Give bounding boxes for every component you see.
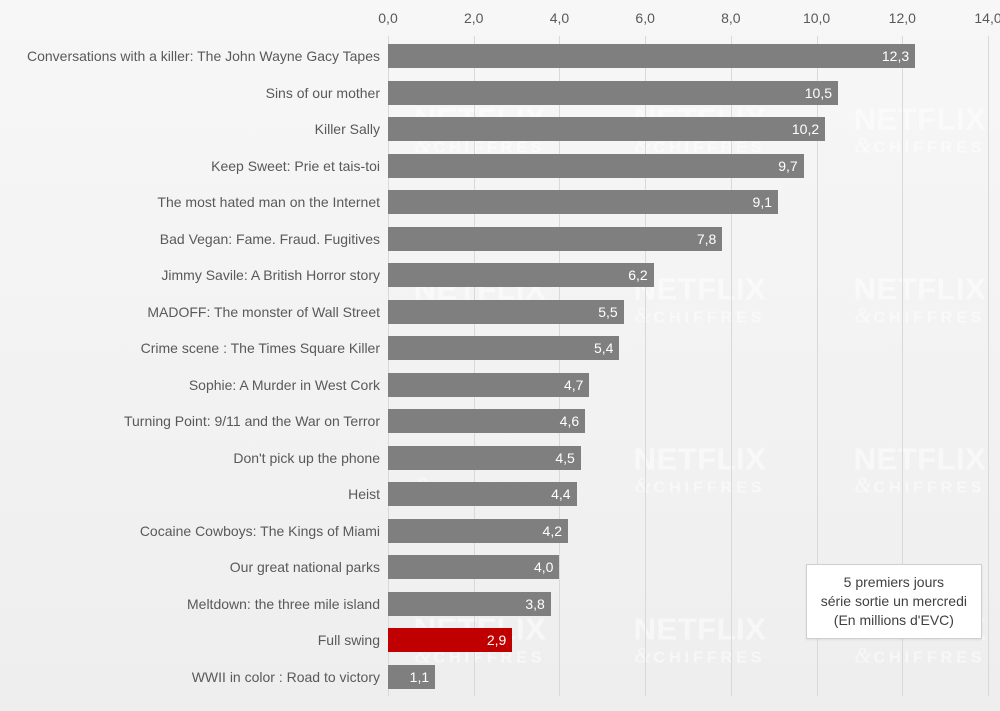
bar: 6,2 [388, 263, 654, 287]
y-axis-category-label: Jimmy Savile: A British Horror story [161, 267, 388, 283]
bar-value-label: 9,1 [753, 194, 772, 210]
bar: 3,8 [388, 592, 551, 616]
y-axis-category-label: Crime scene : The Times Square Killer [141, 340, 388, 356]
bar-value-label: 12,3 [882, 48, 909, 64]
note-box: 5 premiers jours série sortie un mercred… [806, 564, 982, 639]
bar: 12,3 [388, 44, 915, 68]
bar: 4,7 [388, 373, 589, 397]
bar-row: WWII in color : Road to victory1,1 [388, 665, 988, 689]
x-tick-label: 6,0 [635, 10, 654, 26]
bar-row: Killer Sally10,2 [388, 117, 988, 141]
bar: 10,5 [388, 81, 838, 105]
y-axis-category-label: Don't pick up the phone [233, 450, 388, 466]
bar: 5,5 [388, 300, 624, 324]
bar: 4,2 [388, 519, 568, 543]
note-line: (En millions d'EVC) [821, 611, 967, 630]
y-axis-category-label: Turning Point: 9/11 and the War on Terro… [124, 413, 388, 429]
y-axis-category-label: Cocaine Cowboys: The Kings of Miami [140, 523, 388, 539]
bar-value-label: 5,5 [598, 304, 617, 320]
x-tick-label: 12,0 [889, 10, 916, 26]
y-axis-category-label: MADOFF: The monster of Wall Street [147, 304, 388, 320]
bar-row: Keep Sweet: Prie et tais-toi9,7 [388, 154, 988, 178]
x-tick-label: 2,0 [464, 10, 483, 26]
bar-value-label: 4,0 [534, 559, 553, 575]
y-axis-category-label: Meltdown: the three mile island [187, 596, 388, 612]
bar-row: Sophie: A Murder in West Cork4,7 [388, 373, 988, 397]
y-axis-category-label: Bad Vegan: Fame. Fraud. Fugitives [160, 231, 388, 247]
y-axis-category-label: Conversations with a killer: The John Wa… [27, 48, 388, 64]
bar-value-label: 5,4 [594, 340, 613, 356]
bar-highlight: 2,9 [388, 628, 512, 652]
bar-value-label: 7,8 [697, 231, 716, 247]
x-tick-label: 10,0 [803, 10, 830, 26]
bar-value-label: 4,6 [560, 413, 579, 429]
bar: 9,7 [388, 154, 804, 178]
bar-row: Turning Point: 9/11 and the War on Terro… [388, 409, 988, 433]
bar-value-label: 2,9 [487, 632, 506, 648]
y-axis-category-label: Keep Sweet: Prie et tais-toi [211, 158, 388, 174]
bar: 4,6 [388, 409, 585, 433]
bar: 10,2 [388, 117, 825, 141]
bar-value-label: 4,2 [543, 523, 562, 539]
bar-row: Don't pick up the phone4,5 [388, 446, 988, 470]
bar-row: The most hated man on the Internet9,1 [388, 190, 988, 214]
y-axis-category-label: Full swing [318, 632, 388, 648]
bar-row: Jimmy Savile: A British Horror story6,2 [388, 263, 988, 287]
bar-row: Bad Vegan: Fame. Fraud. Fugitives7,8 [388, 227, 988, 251]
bar-value-label: 4,5 [555, 450, 574, 466]
bar-row: Heist4,4 [388, 482, 988, 506]
bar-value-label: 4,4 [551, 486, 570, 502]
y-axis-category-label: Sophie: A Murder in West Cork [189, 377, 388, 393]
x-tick-label: 4,0 [550, 10, 569, 26]
bar-row: Sins of our mother10,5 [388, 81, 988, 105]
y-axis-category-label: The most hated man on the Internet [157, 194, 388, 210]
bar-value-label: 3,8 [525, 596, 544, 612]
bar: 7,8 [388, 227, 722, 251]
bar-row: Cocaine Cowboys: The Kings of Miami4,2 [388, 519, 988, 543]
bar: 4,0 [388, 555, 559, 579]
bar-value-label: 6,2 [628, 267, 647, 283]
x-tick-label: 14,0 [974, 10, 1000, 26]
bar: 4,5 [388, 446, 581, 470]
bar-value-label: 10,5 [805, 85, 832, 101]
bar-row: Crime scene : The Times Square Killer5,4 [388, 336, 988, 360]
bar-value-label: 4,7 [564, 377, 583, 393]
bar-row: Conversations with a killer: The John Wa… [388, 44, 988, 68]
bar-value-label: 1,1 [410, 669, 429, 685]
bar: 5,4 [388, 336, 619, 360]
bar-value-label: 10,2 [792, 121, 819, 137]
bar: 4,4 [388, 482, 577, 506]
note-line: série sortie un mercredi [821, 592, 967, 611]
x-tick-label: 0,0 [378, 10, 397, 26]
x-tick-label: 8,0 [721, 10, 740, 26]
y-axis-category-label: Heist [348, 486, 388, 502]
y-axis-category-label: Sins of our mother [266, 85, 388, 101]
bar: 1,1 [388, 665, 435, 689]
bar-value-label: 9,7 [778, 158, 797, 174]
gridline [988, 36, 989, 696]
y-axis-category-label: WWII in color : Road to victory [192, 669, 388, 685]
chart-container: NETFLIX&CHIFFRESNETFLIX&CHIFFRESNETFLIX&… [0, 0, 1000, 711]
y-axis-category-label: Killer Sally [315, 121, 388, 137]
note-line: 5 premiers jours [821, 573, 967, 592]
bar-row: MADOFF: The monster of Wall Street5,5 [388, 300, 988, 324]
bar: 9,1 [388, 190, 778, 214]
y-axis-category-label: Our great national parks [230, 559, 388, 575]
